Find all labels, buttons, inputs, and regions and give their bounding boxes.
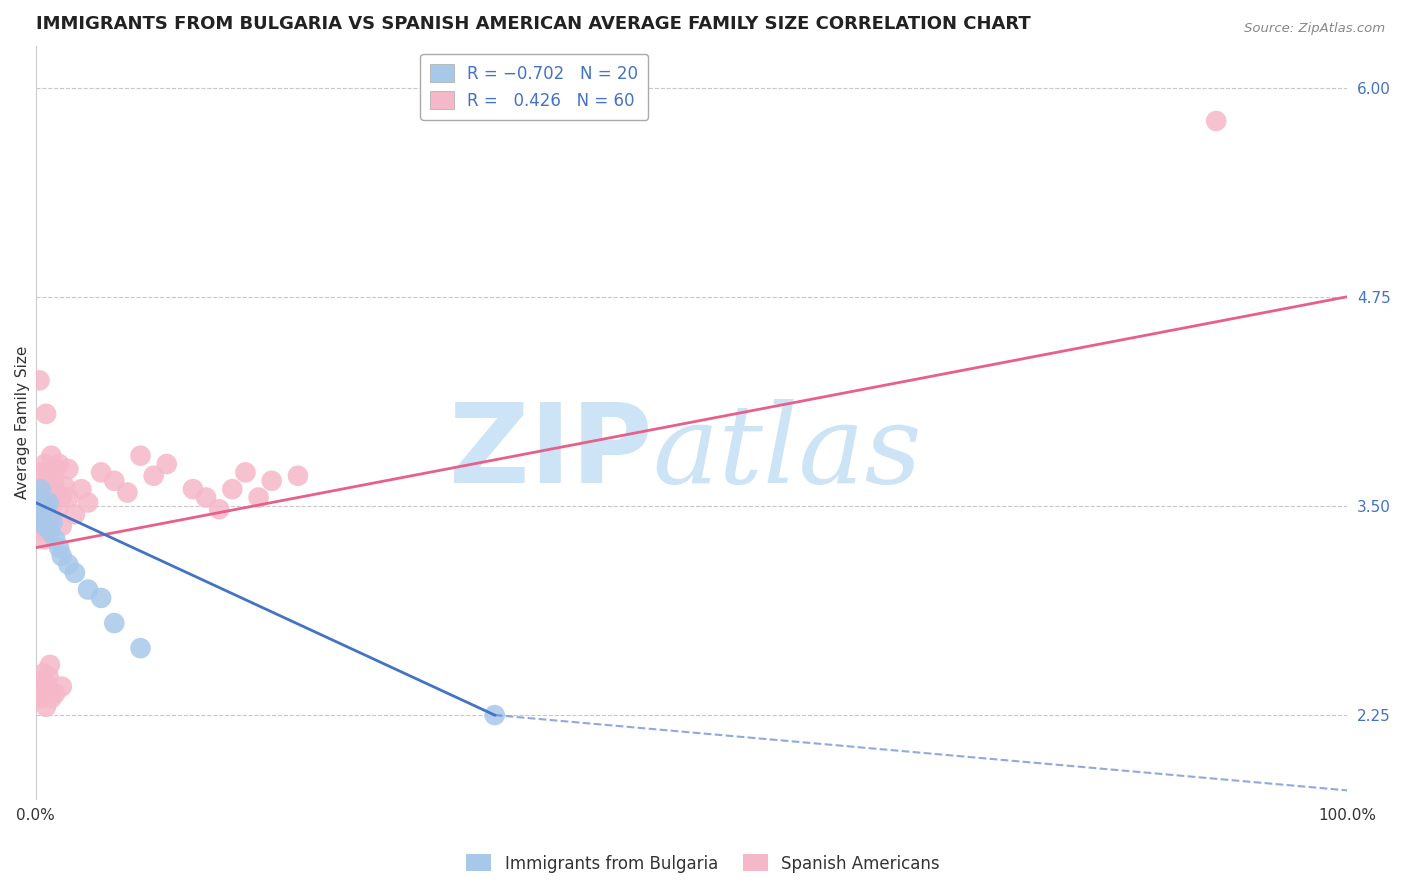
Point xyxy=(58,462,80,476)
Point xyxy=(48,457,70,471)
Point xyxy=(41,491,63,505)
Point xyxy=(129,641,152,656)
Point xyxy=(34,457,56,471)
Point xyxy=(30,474,52,488)
Point xyxy=(45,485,67,500)
Point xyxy=(32,666,55,681)
Point xyxy=(28,691,51,706)
Point xyxy=(30,519,52,533)
Point xyxy=(35,499,58,513)
Point xyxy=(37,680,59,694)
Point xyxy=(34,686,56,700)
Point xyxy=(247,491,270,505)
Point xyxy=(46,502,69,516)
Point xyxy=(90,466,112,480)
Point xyxy=(34,533,56,547)
Point xyxy=(129,449,152,463)
Point xyxy=(39,524,62,538)
Point xyxy=(31,512,53,526)
Text: Source: ZipAtlas.com: Source: ZipAtlas.com xyxy=(1244,22,1385,36)
Point xyxy=(63,566,86,580)
Point xyxy=(42,474,65,488)
Point xyxy=(484,708,506,723)
Point xyxy=(27,491,49,505)
Point xyxy=(37,502,59,516)
Point xyxy=(90,591,112,605)
Point xyxy=(31,512,53,526)
Point xyxy=(34,519,56,533)
Point xyxy=(53,479,76,493)
Point xyxy=(28,491,51,505)
Point xyxy=(28,508,51,522)
Point xyxy=(38,516,60,530)
Legend: R = −0.702   N = 20, R =   0.426   N = 60: R = −0.702 N = 20, R = 0.426 N = 60 xyxy=(420,54,648,120)
Point xyxy=(287,468,309,483)
Point xyxy=(103,474,125,488)
Point xyxy=(35,699,58,714)
Point xyxy=(39,691,62,706)
Point xyxy=(235,466,257,480)
Y-axis label: Average Family Size: Average Family Size xyxy=(15,345,30,499)
Point xyxy=(27,508,49,522)
Point xyxy=(31,683,53,698)
Point xyxy=(35,491,58,505)
Point xyxy=(77,495,100,509)
Point xyxy=(221,482,243,496)
Point xyxy=(39,466,62,480)
Point xyxy=(31,466,53,480)
Point xyxy=(39,499,62,513)
Point xyxy=(195,491,218,505)
Point xyxy=(51,491,73,505)
Point xyxy=(30,674,52,689)
Point xyxy=(103,615,125,630)
Point xyxy=(77,582,100,597)
Point xyxy=(39,449,62,463)
Point xyxy=(38,670,60,684)
Point xyxy=(32,502,55,516)
Point xyxy=(142,468,165,483)
Text: IMMIGRANTS FROM BULGARIA VS SPANISH AMERICAN AVERAGE FAMILY SIZE CORRELATION CHA: IMMIGRANTS FROM BULGARIA VS SPANISH AMER… xyxy=(35,15,1031,33)
Text: ZIP: ZIP xyxy=(449,399,652,506)
Point xyxy=(63,508,86,522)
Point xyxy=(48,541,70,555)
Point xyxy=(51,519,73,533)
Point xyxy=(51,680,73,694)
Text: atlas: atlas xyxy=(652,399,922,506)
Point xyxy=(1205,114,1227,128)
Point xyxy=(30,482,52,496)
Point xyxy=(44,533,66,547)
Point xyxy=(39,657,62,672)
Point xyxy=(38,495,60,509)
Point xyxy=(44,686,66,700)
Point xyxy=(117,485,139,500)
Point xyxy=(28,373,51,387)
Point xyxy=(58,558,80,572)
Point xyxy=(58,491,80,505)
Point xyxy=(32,524,55,538)
Point xyxy=(44,462,66,476)
Point xyxy=(32,482,55,496)
Point xyxy=(35,407,58,421)
Point xyxy=(260,474,283,488)
Legend: Immigrants from Bulgaria, Spanish Americans: Immigrants from Bulgaria, Spanish Americ… xyxy=(460,847,946,880)
Point xyxy=(70,482,93,496)
Point xyxy=(181,482,204,496)
Point xyxy=(156,457,179,471)
Point xyxy=(38,482,60,496)
Point xyxy=(208,502,231,516)
Point xyxy=(41,516,63,530)
Point xyxy=(51,549,73,563)
